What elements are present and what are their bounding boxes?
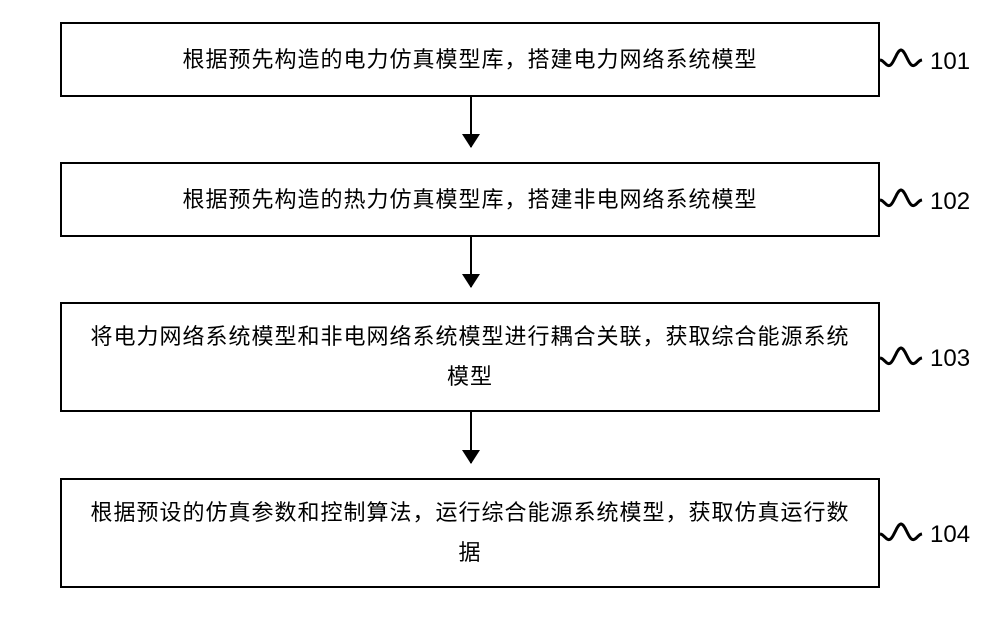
flow-arrow-3: [470, 412, 472, 463]
flow-arrow-2: [470, 237, 472, 287]
flow-arrow-1: [470, 97, 472, 147]
connector-wave: [0, 0, 1000, 635]
